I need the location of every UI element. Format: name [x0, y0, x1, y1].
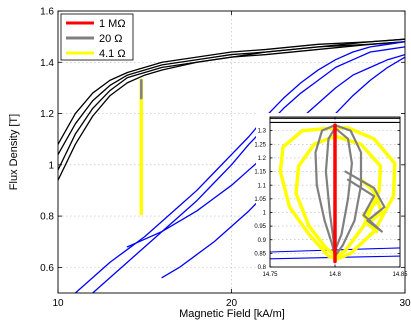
main-ytick-label-1: 0.8 [40, 212, 54, 223]
inset-axis-ticks: 14.75 14.8 14.85 0.8 0.85 0.9 0.95 1 1.05 1.1 1.15… [254, 117, 408, 278]
main-ytick-label-2: 1 [48, 160, 54, 171]
inset-ytick-label-0: 0.8 [258, 265, 267, 271]
legend-label-2: 20 Ω [99, 33, 123, 45]
legend-label-1: 1 MΩ [99, 18, 126, 30]
inset-xtick-label-0: 14.75 [262, 272, 278, 278]
inset-series-4 [278, 126, 397, 261]
inset-ytick-label-7: 1.15 [254, 170, 266, 176]
inset-plot-frame [269, 116, 401, 268]
inset-ytick-label-5: 1.05 [254, 197, 266, 203]
inset-series-8 [324, 126, 353, 252]
inset-series-layer [270, 117, 400, 264]
legend: 1 MΩ 20 Ω 4.1 Ω [60, 13, 134, 61]
main-xtick-label-2: 30 [399, 298, 411, 309]
inset-ytick-label-4: 1 [263, 211, 267, 217]
inset-ytick-label-9: 1.25 [254, 142, 266, 148]
y-axis-label: Flux Density [T] [8, 114, 20, 190]
main-ytick-label-0: 0.6 [40, 263, 54, 274]
main-ytick-label-4: 1.4 [40, 58, 54, 69]
main-axis-ticks: 10 20 30 0.6 0.8 1 1.2 1.4 1.6 [40, 7, 411, 310]
main-plot-frame [57, 10, 406, 294]
main-ytick-label-3: 1.2 [40, 109, 54, 120]
main-series-5 [92, 46, 405, 293]
main-series-4 [74, 41, 405, 293]
inset-ytick-label-3: 0.95 [254, 224, 266, 230]
inset-ytick-label-6: 1.1 [258, 183, 267, 189]
inset-ytick-label-1: 0.85 [254, 251, 266, 257]
main-series-0 [58, 38, 405, 145]
inset-series-6 [359, 177, 384, 234]
inset-ytick-label-8: 1.2 [258, 156, 267, 162]
main-xtick-label-1: 20 [226, 298, 238, 309]
x-axis-label: Magnetic Field [kA/m] [179, 308, 285, 320]
inset-ytick-label-10: 1.3 [258, 129, 267, 135]
inset-chart: 14.75 14.8 14.85 0.8 0.85 0.9 0.95 1 1.05 1.1 1.15… [254, 113, 408, 278]
main-series-2 [58, 41, 405, 171]
legend-label-3: 4.1 Ω [99, 48, 126, 60]
main-series-3 [58, 41, 405, 181]
inset-series-9 [344, 170, 386, 233]
inset-xtick-label-2: 14.85 [392, 272, 408, 278]
inset-curves [270, 117, 400, 264]
inset-xtick-label-1: 14.8 [329, 272, 341, 278]
inset-ytick-label-2: 0.9 [258, 238, 267, 244]
main-ytick-label-5: 1.6 [40, 7, 54, 18]
main-xtick-label-0: 10 [52, 298, 64, 309]
